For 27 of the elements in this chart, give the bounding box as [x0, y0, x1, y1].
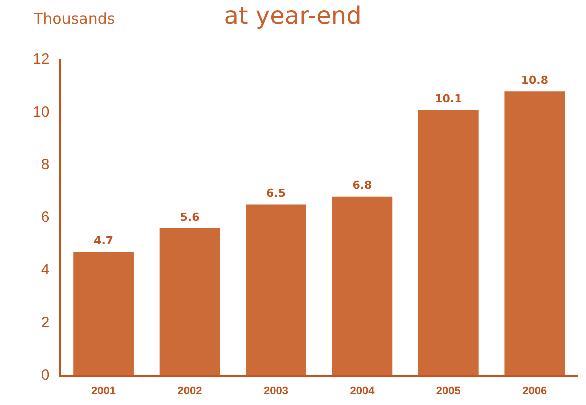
- y-axis-title: Thousands: [34, 10, 116, 28]
- data-label: 5.6: [180, 210, 200, 224]
- y-tick-label: 4: [41, 262, 50, 279]
- y-tick-label: 0: [41, 366, 50, 384]
- data-label: 6.8: [352, 179, 372, 192]
- y-tick-label: 8: [41, 156, 50, 174]
- bar: [504, 92, 566, 376]
- bar: [418, 110, 479, 376]
- chart-title: at year-end: [224, 2, 362, 30]
- x-tick-label: 2004: [350, 385, 376, 398]
- data-label: 10.8: [521, 74, 548, 87]
- data-label: 4.7: [94, 234, 114, 248]
- x-tick-label: 2002: [178, 385, 202, 398]
- data-label: 6.5: [266, 187, 286, 200]
- y-tick-label: 2: [41, 314, 50, 332]
- bar: [332, 196, 393, 376]
- x-tick-label: 2001: [92, 385, 116, 398]
- data-label: 10.1: [435, 92, 462, 106]
- y-tick-label: 10: [32, 104, 50, 121]
- x-tick-label: 2005: [436, 385, 461, 398]
- x-tick-label: 2003: [264, 385, 288, 398]
- bar: [246, 204, 306, 376]
- bar: [74, 252, 134, 376]
- y-tick-label: 12: [32, 51, 50, 68]
- y-tick-label: 6: [41, 209, 50, 226]
- bar: [160, 228, 220, 376]
- x-tick-label: 2006: [522, 385, 548, 398]
